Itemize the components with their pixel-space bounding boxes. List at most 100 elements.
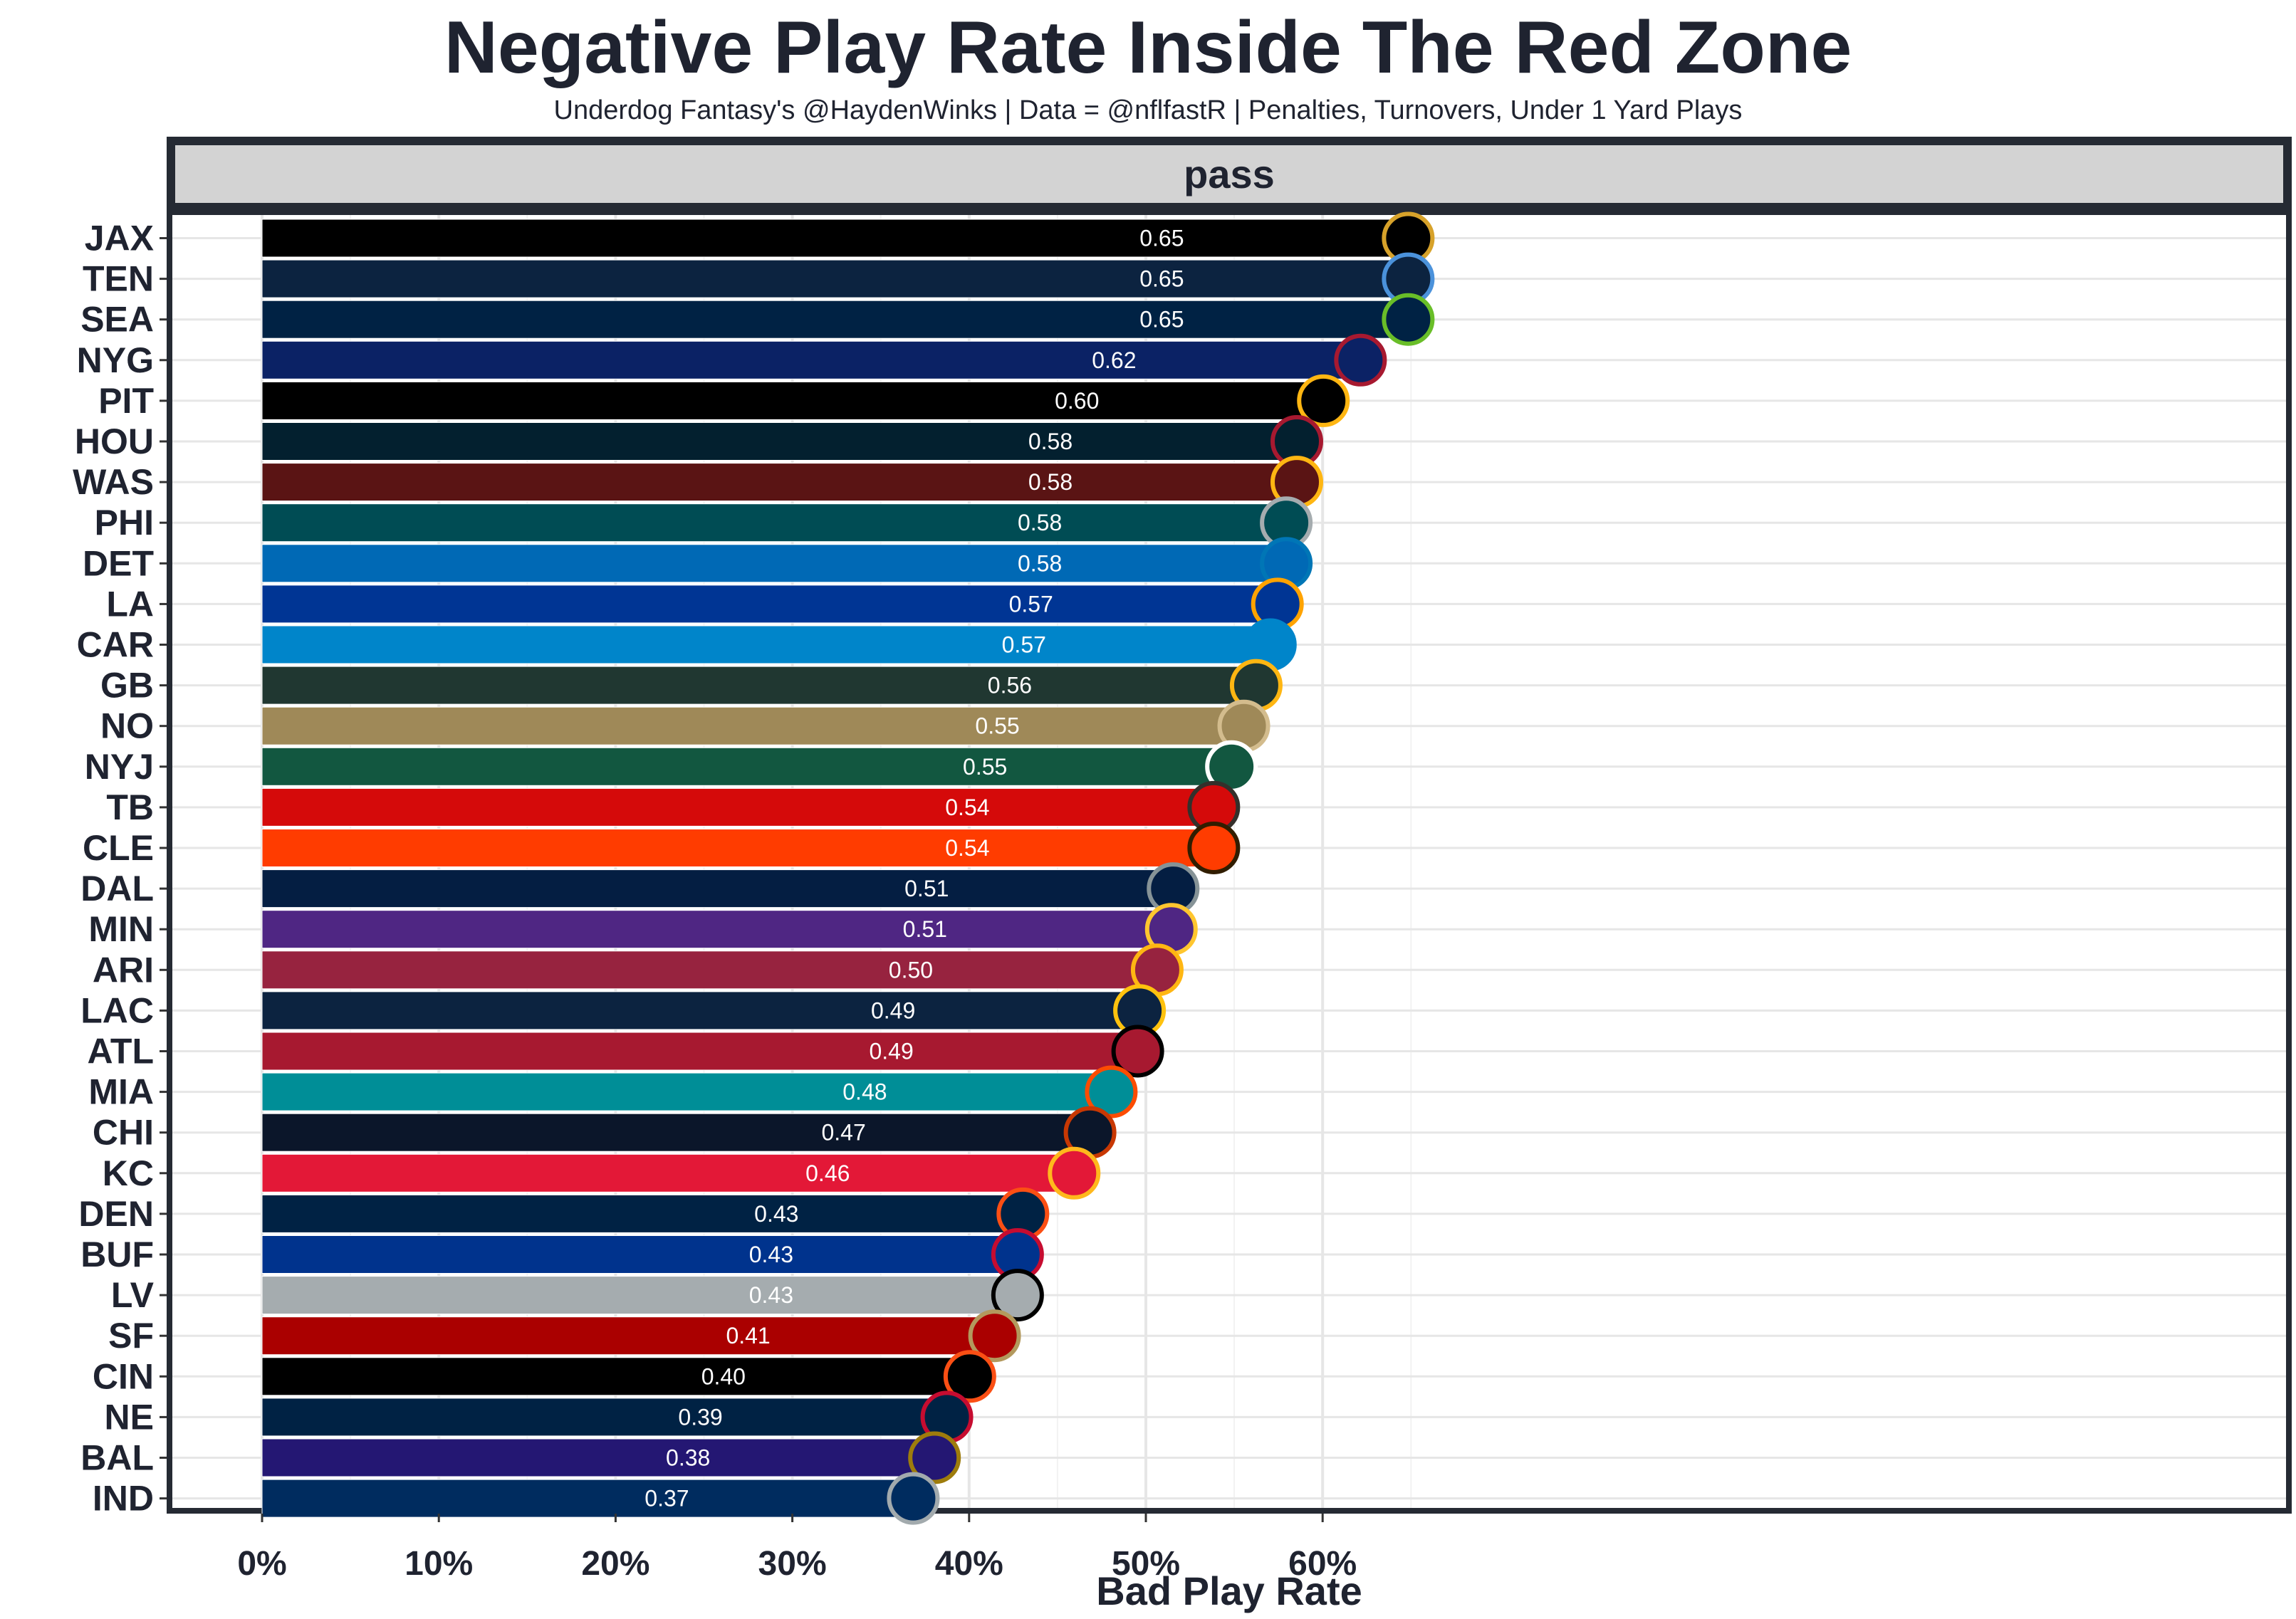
y-tick-label: LV bbox=[111, 1275, 155, 1315]
y-tick-label: LAC bbox=[80, 990, 154, 1030]
y-tick-label: LA bbox=[106, 584, 154, 624]
bar-cle bbox=[261, 829, 1210, 867]
bar-chi bbox=[261, 1113, 1087, 1152]
value-label: 0.55 bbox=[963, 754, 1007, 780]
chart-title: Negative Play Rate Inside The Red Zone bbox=[444, 6, 1852, 89]
value-label: 0.56 bbox=[988, 673, 1032, 698]
value-label: 0.58 bbox=[1018, 550, 1062, 576]
y-tick-label: DAL bbox=[80, 869, 154, 908]
49ers-logo bbox=[968, 1309, 1021, 1363]
facet-strip bbox=[175, 145, 2283, 203]
value-label: 0.48 bbox=[842, 1079, 887, 1105]
x-axis-title: Bad Play Rate bbox=[1096, 1568, 1362, 1613]
value-label: 0.47 bbox=[821, 1120, 865, 1146]
colts-logo bbox=[887, 1472, 940, 1525]
x-tick-label: 50% bbox=[1112, 1545, 1180, 1583]
bar-cin bbox=[261, 1357, 966, 1396]
y-tick-label: NYJ bbox=[85, 747, 154, 787]
value-label: 0.38 bbox=[666, 1445, 710, 1471]
value-label: 0.49 bbox=[869, 1039, 913, 1064]
value-label: 0.50 bbox=[889, 957, 933, 983]
y-tick-label: BUF bbox=[80, 1235, 154, 1274]
value-label: 0.58 bbox=[1028, 469, 1073, 495]
bar-la bbox=[261, 585, 1274, 624]
y-tick-label: CLE bbox=[83, 828, 154, 868]
chart-subtitle: Underdog Fantasy's @HaydenWinks | Data =… bbox=[553, 95, 1743, 125]
chiefs-logo bbox=[1048, 1146, 1101, 1200]
value-label: 0.57 bbox=[1009, 591, 1053, 617]
y-tick-label: WAS bbox=[73, 462, 154, 502]
value-label: 0.51 bbox=[904, 876, 949, 901]
bar-dal bbox=[261, 869, 1169, 908]
y-tick-label: JAX bbox=[85, 219, 154, 258]
value-label: 0.62 bbox=[1092, 347, 1136, 373]
falcons-logo bbox=[1111, 1025, 1164, 1078]
y-tick-label: NYG bbox=[77, 340, 154, 380]
value-label: 0.65 bbox=[1139, 226, 1184, 251]
y-tick-label: DEN bbox=[78, 1194, 154, 1234]
value-label: 0.46 bbox=[805, 1160, 850, 1186]
value-label: 0.54 bbox=[945, 835, 989, 861]
y-tick-label: CHI bbox=[93, 1113, 154, 1153]
bar-ind bbox=[261, 1479, 909, 1518]
y-tick-label: NE bbox=[105, 1397, 154, 1437]
value-label: 0.39 bbox=[678, 1404, 722, 1430]
browns-logo bbox=[1187, 822, 1241, 874]
bar-no bbox=[261, 706, 1241, 745]
bar-car bbox=[261, 625, 1267, 664]
x-tick-label: 30% bbox=[758, 1545, 827, 1583]
bar-lv bbox=[261, 1276, 1014, 1315]
x-tick-label: 0% bbox=[237, 1545, 286, 1583]
x-tick-label: 40% bbox=[935, 1545, 1003, 1583]
y-tick-label: KC bbox=[103, 1153, 154, 1193]
giants-logo bbox=[1334, 333, 1387, 387]
value-label: 0.58 bbox=[1028, 429, 1073, 454]
seahawks-logo bbox=[1382, 293, 1435, 346]
value-label: 0.43 bbox=[749, 1242, 793, 1267]
bar-sf bbox=[261, 1316, 991, 1356]
bar-buf bbox=[261, 1235, 1014, 1274]
y-tick-label: TB bbox=[106, 787, 154, 827]
dolphins-logo bbox=[1085, 1065, 1138, 1118]
y-tick-label: HOU bbox=[75, 421, 154, 461]
bar-min bbox=[261, 910, 1168, 949]
y-tick-label: GB bbox=[100, 666, 154, 706]
bar-den bbox=[261, 1194, 1019, 1233]
bar-gb bbox=[261, 666, 1253, 705]
bar-kc bbox=[261, 1153, 1070, 1193]
y-tick-label: NO bbox=[100, 706, 154, 746]
y-tick-label: ATL bbox=[88, 1032, 154, 1072]
bar-nyg bbox=[261, 340, 1357, 379]
x-tick-label: 10% bbox=[405, 1545, 473, 1583]
value-label: 0.37 bbox=[645, 1486, 689, 1511]
value-label: 0.51 bbox=[903, 916, 947, 942]
bar-sea bbox=[261, 300, 1404, 339]
value-label: 0.55 bbox=[975, 713, 1019, 739]
bar-nyj bbox=[261, 747, 1228, 786]
bar-bal bbox=[261, 1438, 931, 1477]
y-tick-label: MIN bbox=[88, 909, 154, 949]
y-tick-label: IND bbox=[93, 1479, 154, 1519]
value-label: 0.43 bbox=[754, 1201, 798, 1227]
value-label: 0.54 bbox=[945, 795, 989, 820]
value-label: 0.65 bbox=[1139, 266, 1184, 292]
bengals-logo bbox=[943, 1350, 996, 1403]
x-tick-label: 60% bbox=[1288, 1545, 1357, 1583]
raiders-logo bbox=[991, 1269, 1044, 1322]
y-tick-label: ARI bbox=[93, 950, 154, 990]
y-tick-label: PHI bbox=[95, 503, 154, 543]
value-label: 0.41 bbox=[726, 1323, 770, 1348]
bar-lac bbox=[261, 991, 1136, 1030]
bar-was bbox=[261, 463, 1293, 502]
facet-label: pass bbox=[1184, 152, 1275, 197]
y-tick-label: SEA bbox=[80, 300, 154, 340]
value-label: 0.40 bbox=[701, 1363, 746, 1389]
y-tick-label: PIT bbox=[98, 381, 154, 421]
value-label: 0.65 bbox=[1139, 307, 1184, 332]
y-tick-label: SF bbox=[108, 1316, 154, 1356]
x-tick-label: 20% bbox=[581, 1545, 649, 1583]
y-tick-label: TEN bbox=[83, 259, 154, 299]
y-tick-label: BAL bbox=[80, 1438, 154, 1478]
y-tick-label: CIN bbox=[93, 1356, 154, 1396]
